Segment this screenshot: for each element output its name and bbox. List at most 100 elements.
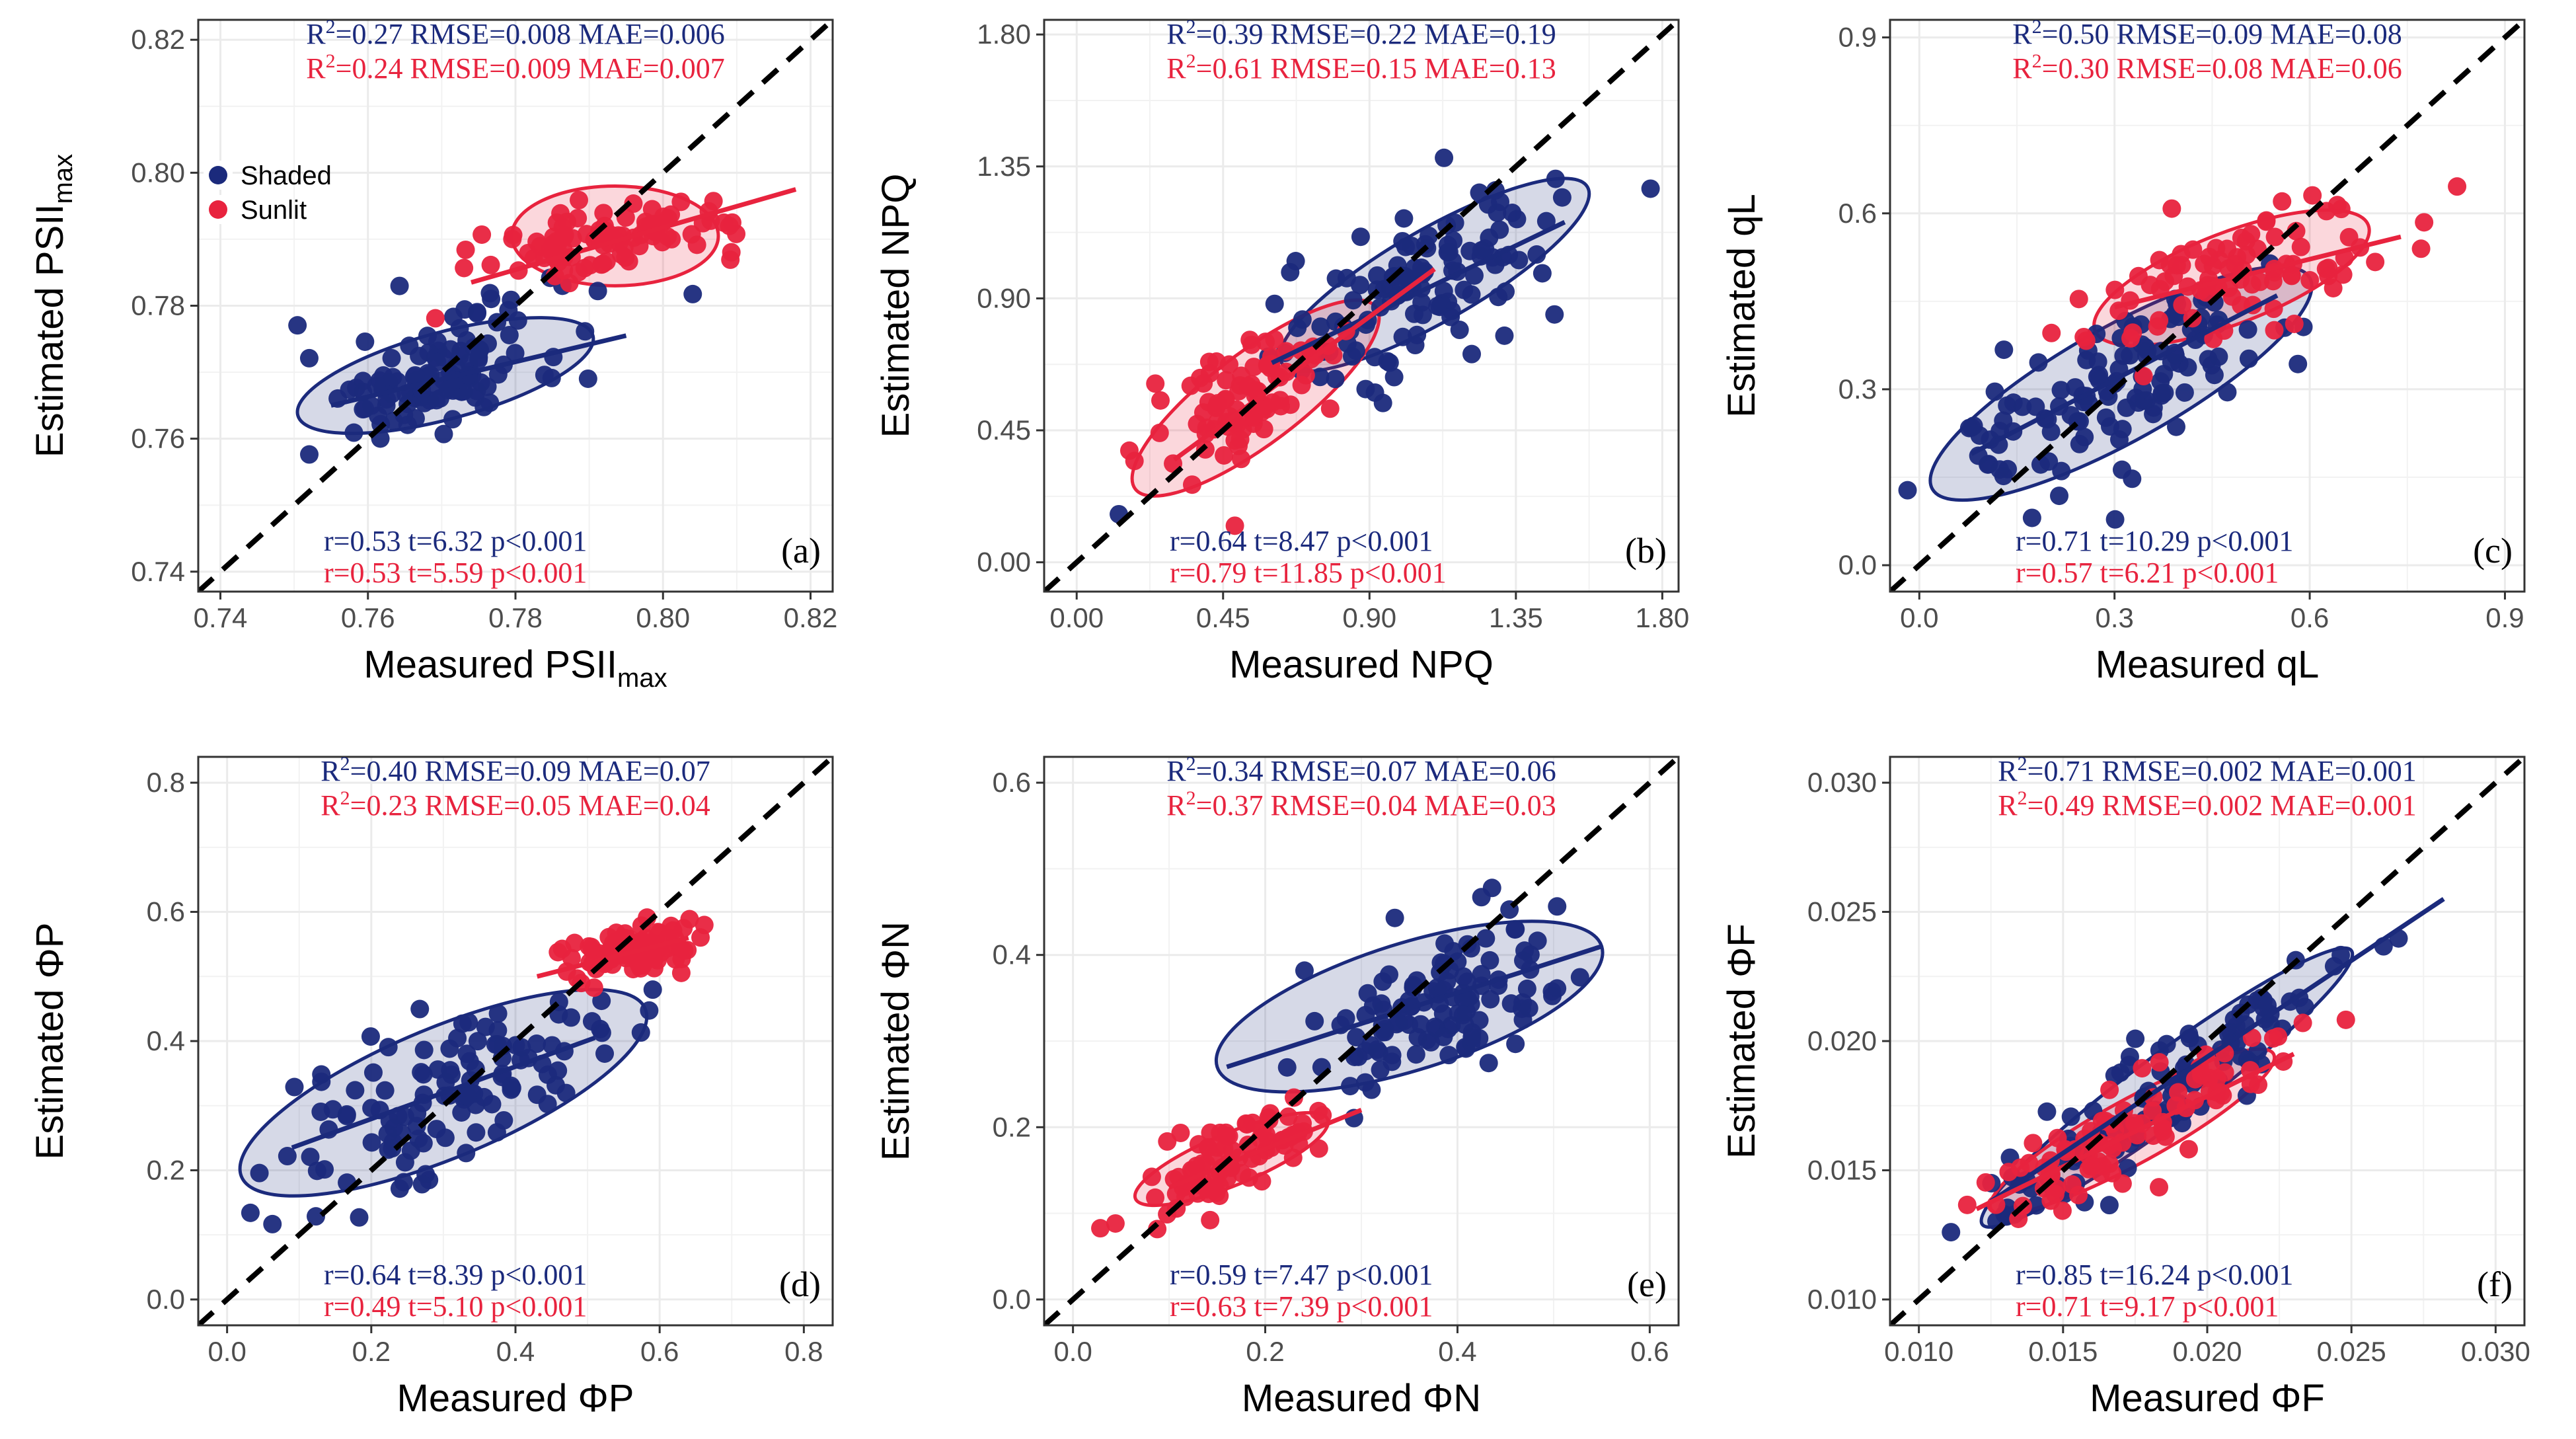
data-point — [346, 1081, 365, 1100]
data-point — [362, 1133, 381, 1152]
data-point — [506, 344, 525, 363]
data-point — [527, 1085, 547, 1105]
y-tick-label: 0.80 — [131, 157, 185, 188]
data-point — [2126, 1029, 2145, 1048]
panel-label: (f) — [2477, 1264, 2513, 1304]
data-point — [312, 1072, 331, 1091]
data-point — [1495, 326, 1514, 345]
data-point — [1536, 212, 1556, 231]
data-point — [671, 939, 690, 958]
data-point — [1533, 264, 1552, 283]
y-tick-label: 0.78 — [131, 290, 185, 321]
data-point — [1281, 262, 1300, 282]
one-to-one-line — [198, 757, 833, 1325]
data-point — [1406, 1045, 1425, 1064]
x-tick-label: 0.2 — [352, 1336, 391, 1367]
data-point — [1373, 972, 1392, 992]
data-point — [595, 1044, 615, 1063]
data-point — [1146, 1188, 1165, 1207]
data-point — [1363, 996, 1383, 1015]
panel-frame — [1043, 19, 1680, 593]
data-point — [1428, 297, 1447, 316]
panel-a: 0.74 0.76 0.78 0.80 0.82 0.74 0.76 0.78 0.80 0.82… — [28, 16, 837, 693]
data-point — [410, 346, 429, 366]
data-point — [2129, 266, 2148, 286]
regression-line-sunlit — [471, 187, 797, 285]
data-point — [468, 1032, 487, 1051]
data-point — [1439, 1046, 1458, 1065]
data-point — [508, 311, 527, 330]
data-point — [1942, 1223, 1961, 1242]
data-point — [592, 255, 611, 274]
data-point — [288, 316, 307, 335]
data-point — [1470, 183, 1489, 202]
data-point — [1341, 1077, 1360, 1096]
data-point — [1320, 399, 1340, 418]
regression-line-shaded — [1226, 944, 1603, 1070]
data-point — [1336, 1009, 1355, 1028]
data-point — [350, 1208, 369, 1227]
data-point — [1545, 305, 1564, 324]
data-point — [2257, 212, 2276, 231]
stats-top-sunlit: R2=0.49 RMSE=0.002 MAE=0.001 — [1998, 787, 2416, 822]
panel-frame — [1889, 19, 2526, 593]
data-point — [1171, 1123, 1190, 1142]
data-point — [427, 391, 446, 410]
data-point — [1257, 399, 1276, 418]
data-point — [1464, 266, 1484, 285]
x-tick-label: 0.2 — [1246, 1336, 1284, 1367]
data-point — [2011, 1158, 2030, 1177]
data-point — [2316, 259, 2335, 278]
y-tick-label: 0.010 — [1807, 1284, 1877, 1315]
stats-bottom-shaded: r=0.64 t=8.47 p<0.001 — [1170, 525, 1433, 557]
data-point — [1305, 1011, 1324, 1031]
y-tick-label: 1.35 — [977, 151, 1031, 182]
one-to-one-line — [1044, 757, 1679, 1325]
x-tick-label: 0.6 — [640, 1336, 679, 1367]
data-point — [1347, 1028, 1366, 1047]
y-tick-label: 0.020 — [1807, 1025, 1877, 1056]
data-point — [2238, 320, 2257, 339]
data-point — [1292, 375, 1311, 395]
data-point — [307, 1161, 326, 1181]
data-point — [542, 368, 561, 387]
plot-area — [1890, 757, 2524, 1325]
data-point — [2152, 383, 2172, 403]
data-point — [361, 1027, 380, 1046]
data-point — [1293, 310, 1312, 329]
data-point — [467, 1123, 486, 1142]
data-point — [2411, 239, 2431, 258]
stats-top-sunlit: R2=0.23 RMSE=0.05 MAE=0.04 — [321, 787, 710, 822]
data-point — [1181, 376, 1200, 395]
data-point — [1394, 209, 1414, 228]
data-point — [1994, 411, 2013, 430]
data-point — [1150, 423, 1169, 442]
data-point — [624, 194, 643, 214]
data-point — [2415, 213, 2434, 232]
panel-label: (a) — [781, 531, 821, 570]
x-tick-label: 0.020 — [2172, 1336, 2242, 1367]
data-point — [2303, 186, 2322, 205]
data-point — [2291, 237, 2310, 256]
stats-bottom-shaded: r=0.64 t=8.39 p<0.001 — [324, 1259, 587, 1291]
data-point — [344, 423, 363, 442]
data-point — [2121, 346, 2140, 365]
data-point — [323, 1100, 342, 1119]
data-point — [1279, 1107, 1298, 1126]
data-point — [1208, 394, 1227, 413]
y-tick-label: 1.80 — [977, 19, 1031, 50]
data-point — [1408, 325, 1427, 344]
data-point — [2242, 1028, 2261, 1047]
data-point — [2317, 202, 2336, 221]
data-point — [460, 1052, 479, 1071]
data-point — [2134, 367, 2153, 386]
data-point — [1326, 369, 1345, 389]
x-axis-title: Measured ΦN — [1242, 1377, 1481, 1420]
data-point — [1309, 1101, 1328, 1120]
regression-line-sunlit — [1975, 1052, 2295, 1212]
data-point — [2265, 227, 2285, 247]
x-tick-label: 1.35 — [1489, 602, 1543, 633]
data-point — [1998, 459, 2018, 479]
stats-top-sunlit: R2=0.30 RMSE=0.08 MAE=0.06 — [2012, 50, 2402, 85]
data-point — [1998, 396, 2017, 415]
